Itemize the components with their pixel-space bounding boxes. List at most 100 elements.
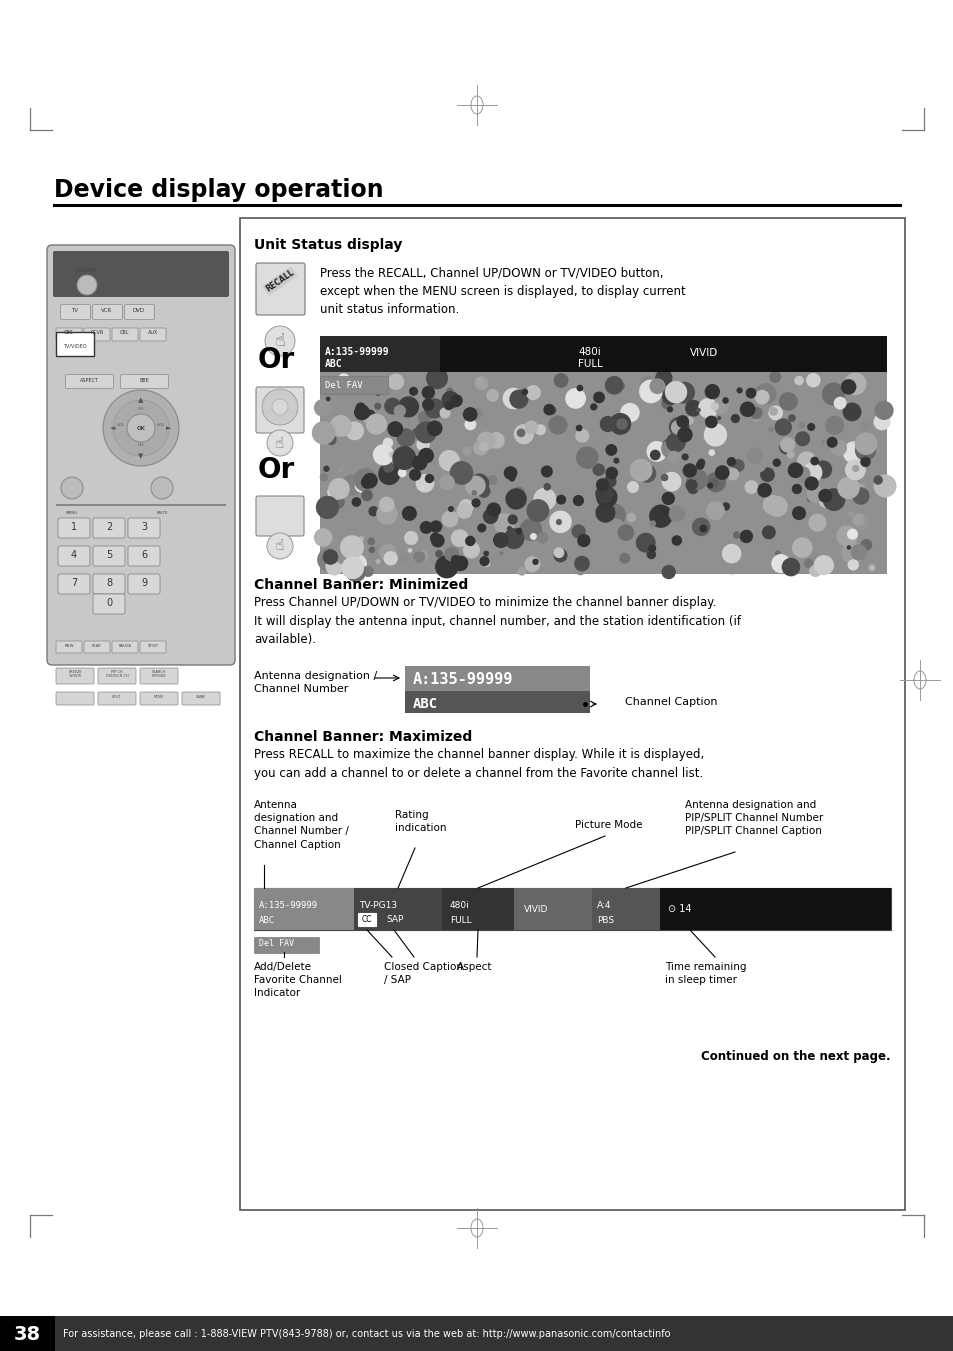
Text: 38: 38 bbox=[13, 1324, 41, 1343]
Circle shape bbox=[772, 458, 781, 467]
Circle shape bbox=[721, 544, 740, 563]
Circle shape bbox=[805, 373, 820, 388]
Circle shape bbox=[435, 550, 442, 558]
Circle shape bbox=[806, 485, 823, 503]
Circle shape bbox=[860, 539, 871, 551]
Circle shape bbox=[833, 397, 845, 409]
Text: SEARCH
SPRGDE: SEARCH SPRGDE bbox=[152, 670, 166, 678]
Circle shape bbox=[821, 435, 841, 455]
Circle shape bbox=[368, 507, 378, 516]
Circle shape bbox=[471, 408, 482, 419]
Bar bbox=[514, 888, 592, 929]
Circle shape bbox=[556, 519, 561, 526]
Circle shape bbox=[774, 419, 791, 436]
Circle shape bbox=[652, 381, 659, 389]
Text: Antenna designation /
Channel Number: Antenna designation / Channel Number bbox=[253, 671, 376, 694]
Circle shape bbox=[648, 504, 672, 528]
Circle shape bbox=[387, 373, 404, 390]
FancyBboxPatch shape bbox=[53, 251, 229, 297]
Text: REW: REW bbox=[64, 644, 73, 648]
Text: SWAP: SWAP bbox=[195, 694, 206, 698]
Ellipse shape bbox=[267, 430, 293, 457]
Circle shape bbox=[462, 446, 472, 455]
Circle shape bbox=[397, 469, 406, 477]
Circle shape bbox=[794, 376, 803, 385]
Circle shape bbox=[444, 401, 453, 411]
Circle shape bbox=[478, 442, 488, 451]
Circle shape bbox=[548, 416, 567, 435]
FancyBboxPatch shape bbox=[128, 574, 160, 594]
Circle shape bbox=[330, 415, 352, 436]
Circle shape bbox=[520, 494, 536, 508]
Circle shape bbox=[730, 413, 740, 423]
Circle shape bbox=[325, 558, 343, 576]
Circle shape bbox=[604, 376, 623, 394]
Circle shape bbox=[860, 457, 870, 467]
Circle shape bbox=[803, 558, 813, 567]
FancyBboxPatch shape bbox=[140, 667, 178, 684]
Bar bbox=[569, 336, 659, 372]
Circle shape bbox=[407, 549, 412, 553]
Circle shape bbox=[458, 499, 474, 515]
Circle shape bbox=[486, 389, 498, 401]
Text: OK: OK bbox=[136, 426, 145, 431]
Circle shape bbox=[732, 531, 740, 539]
Circle shape bbox=[339, 535, 364, 559]
Circle shape bbox=[873, 476, 882, 485]
Bar bbox=[253, 888, 354, 929]
Circle shape bbox=[684, 416, 693, 424]
Circle shape bbox=[498, 551, 503, 555]
Text: 9: 9 bbox=[141, 578, 147, 588]
FancyBboxPatch shape bbox=[58, 546, 90, 566]
Circle shape bbox=[473, 440, 488, 455]
Text: Continued on the next page.: Continued on the next page. bbox=[700, 1050, 890, 1063]
Circle shape bbox=[841, 442, 864, 463]
FancyBboxPatch shape bbox=[112, 328, 138, 340]
Circle shape bbox=[419, 486, 424, 490]
Text: Or: Or bbox=[257, 457, 294, 484]
Circle shape bbox=[726, 467, 739, 481]
Text: ◄: ◄ bbox=[111, 426, 115, 431]
Text: Unit Status display: Unit Status display bbox=[253, 238, 402, 253]
Circle shape bbox=[836, 526, 857, 547]
Circle shape bbox=[824, 416, 843, 435]
Text: 0: 0 bbox=[106, 598, 112, 608]
Bar bbox=[659, 888, 890, 929]
Circle shape bbox=[873, 413, 889, 431]
Circle shape bbox=[684, 480, 697, 492]
Circle shape bbox=[638, 465, 656, 482]
Circle shape bbox=[841, 403, 861, 422]
Circle shape bbox=[483, 551, 489, 557]
Circle shape bbox=[576, 385, 582, 392]
Circle shape bbox=[456, 503, 472, 519]
Circle shape bbox=[686, 482, 698, 494]
Circle shape bbox=[543, 404, 555, 416]
Text: ABC: ABC bbox=[325, 359, 342, 369]
Circle shape bbox=[697, 458, 704, 466]
Text: Closed Caption
/ SAP: Closed Caption / SAP bbox=[384, 962, 462, 985]
Circle shape bbox=[739, 530, 751, 542]
Bar bbox=[592, 888, 659, 929]
Circle shape bbox=[791, 484, 801, 494]
Circle shape bbox=[820, 496, 823, 500]
Circle shape bbox=[760, 467, 774, 482]
Text: CBL: CBL bbox=[120, 331, 130, 335]
Circle shape bbox=[841, 542, 863, 565]
Circle shape bbox=[671, 535, 681, 546]
Circle shape bbox=[430, 532, 440, 543]
Circle shape bbox=[574, 555, 589, 571]
Circle shape bbox=[341, 557, 364, 580]
Circle shape bbox=[382, 462, 394, 473]
Circle shape bbox=[576, 424, 582, 431]
Text: PIP CH
DVD/VCR CH: PIP CH DVD/VCR CH bbox=[106, 670, 128, 678]
Circle shape bbox=[794, 466, 810, 482]
Circle shape bbox=[368, 544, 388, 565]
Circle shape bbox=[571, 524, 585, 539]
Circle shape bbox=[429, 388, 433, 392]
Circle shape bbox=[668, 505, 684, 521]
Circle shape bbox=[717, 416, 720, 420]
Circle shape bbox=[315, 496, 338, 519]
Circle shape bbox=[322, 550, 337, 565]
Circle shape bbox=[319, 473, 328, 481]
Text: BBE: BBE bbox=[139, 377, 149, 382]
